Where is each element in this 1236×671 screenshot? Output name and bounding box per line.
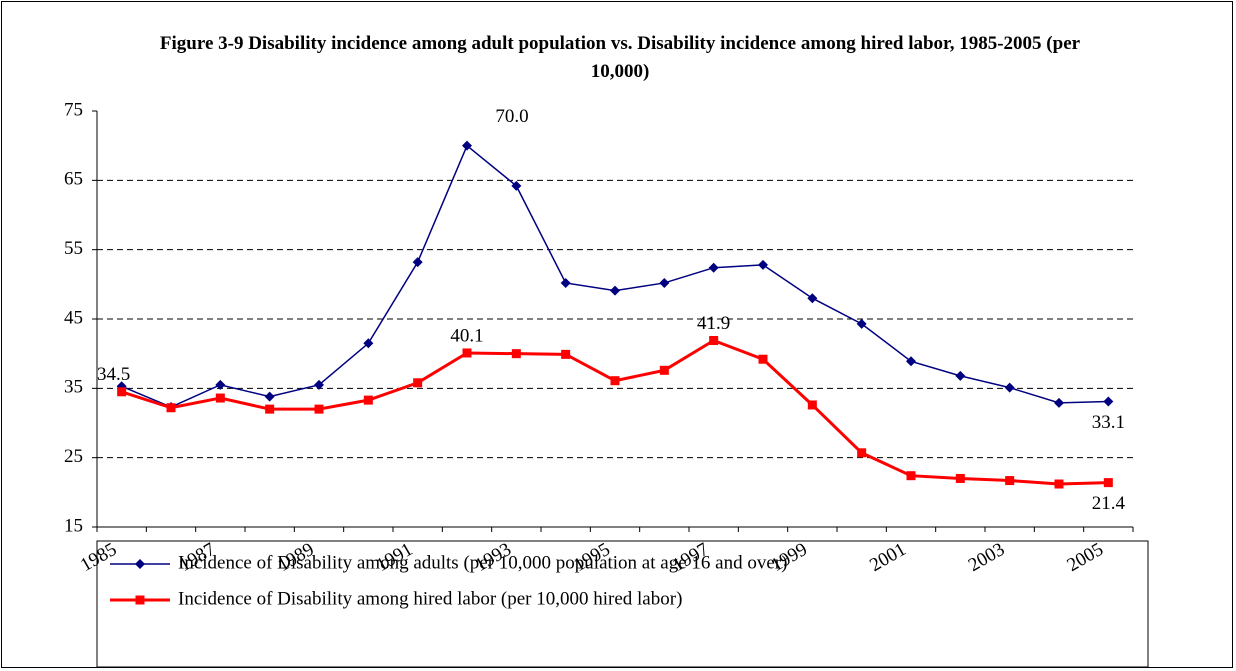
y-tick-label: 75 — [64, 99, 83, 120]
data-point — [363, 338, 374, 349]
data-point — [807, 293, 818, 304]
data-point — [659, 277, 670, 288]
data-point — [758, 259, 768, 270]
data-point — [560, 277, 571, 288]
data-point — [1005, 476, 1015, 486]
y-tick-label: 15 — [64, 515, 83, 536]
y-tick-label: 25 — [64, 446, 83, 467]
data-point — [1004, 382, 1015, 393]
legend-label: Incidence of Disability among hired labo… — [178, 588, 682, 609]
x-tick-label: 2005 — [1064, 539, 1107, 576]
data-label: 33.1 — [1092, 412, 1125, 433]
data-point — [412, 257, 423, 268]
data-label: 40.1 — [450, 325, 483, 346]
data-point — [1054, 479, 1064, 489]
data-point — [709, 335, 719, 345]
chart-title: Figure 3-9 Disability incidence among ad… — [159, 33, 1081, 82]
data-point — [166, 403, 176, 413]
data-point — [264, 391, 275, 402]
legend-marker — [135, 559, 145, 569]
data-point — [857, 448, 867, 458]
y-tick-label: 65 — [64, 169, 83, 190]
data-label: 21.4 — [1092, 493, 1126, 514]
data-point — [807, 400, 817, 410]
data-point — [1103, 396, 1114, 407]
data-point — [906, 471, 916, 481]
data-point — [462, 140, 472, 151]
x-tick-label: 2003 — [965, 539, 1008, 576]
data-point — [758, 354, 768, 364]
data-point — [955, 473, 965, 483]
data-point — [314, 379, 324, 390]
legend-label: Incidence of Disability among adults (pe… — [178, 552, 787, 573]
y-tick-label: 45 — [64, 307, 83, 328]
series-line — [121, 144, 1109, 408]
data-point — [659, 365, 669, 375]
y-tick-label: 55 — [64, 238, 83, 259]
data-label: 70.0 — [495, 106, 528, 127]
data-point — [955, 370, 966, 381]
legend-box — [96, 540, 1149, 668]
legend-marker — [135, 595, 145, 605]
data-point — [117, 387, 127, 397]
data-point — [561, 349, 571, 359]
data-point — [363, 395, 373, 405]
data-point — [1054, 397, 1064, 408]
x-tick-label: 1985 — [77, 539, 120, 576]
data-point — [906, 356, 916, 367]
data-point — [314, 404, 324, 414]
data-point — [511, 349, 521, 359]
data-point — [215, 379, 226, 390]
data-point — [610, 285, 620, 296]
data-label: 41.9 — [697, 313, 730, 334]
data-point — [265, 404, 275, 414]
x-tick-label: 2001 — [866, 539, 909, 576]
data-point — [610, 376, 620, 386]
data-point — [856, 318, 867, 329]
data-point — [708, 262, 719, 273]
data-label: 34.5 — [97, 364, 130, 385]
data-point — [511, 180, 522, 191]
data-point — [413, 378, 423, 388]
data-point — [462, 348, 472, 358]
y-tick-label: 35 — [64, 377, 83, 398]
data-point — [215, 393, 225, 403]
data-point — [1103, 478, 1113, 488]
